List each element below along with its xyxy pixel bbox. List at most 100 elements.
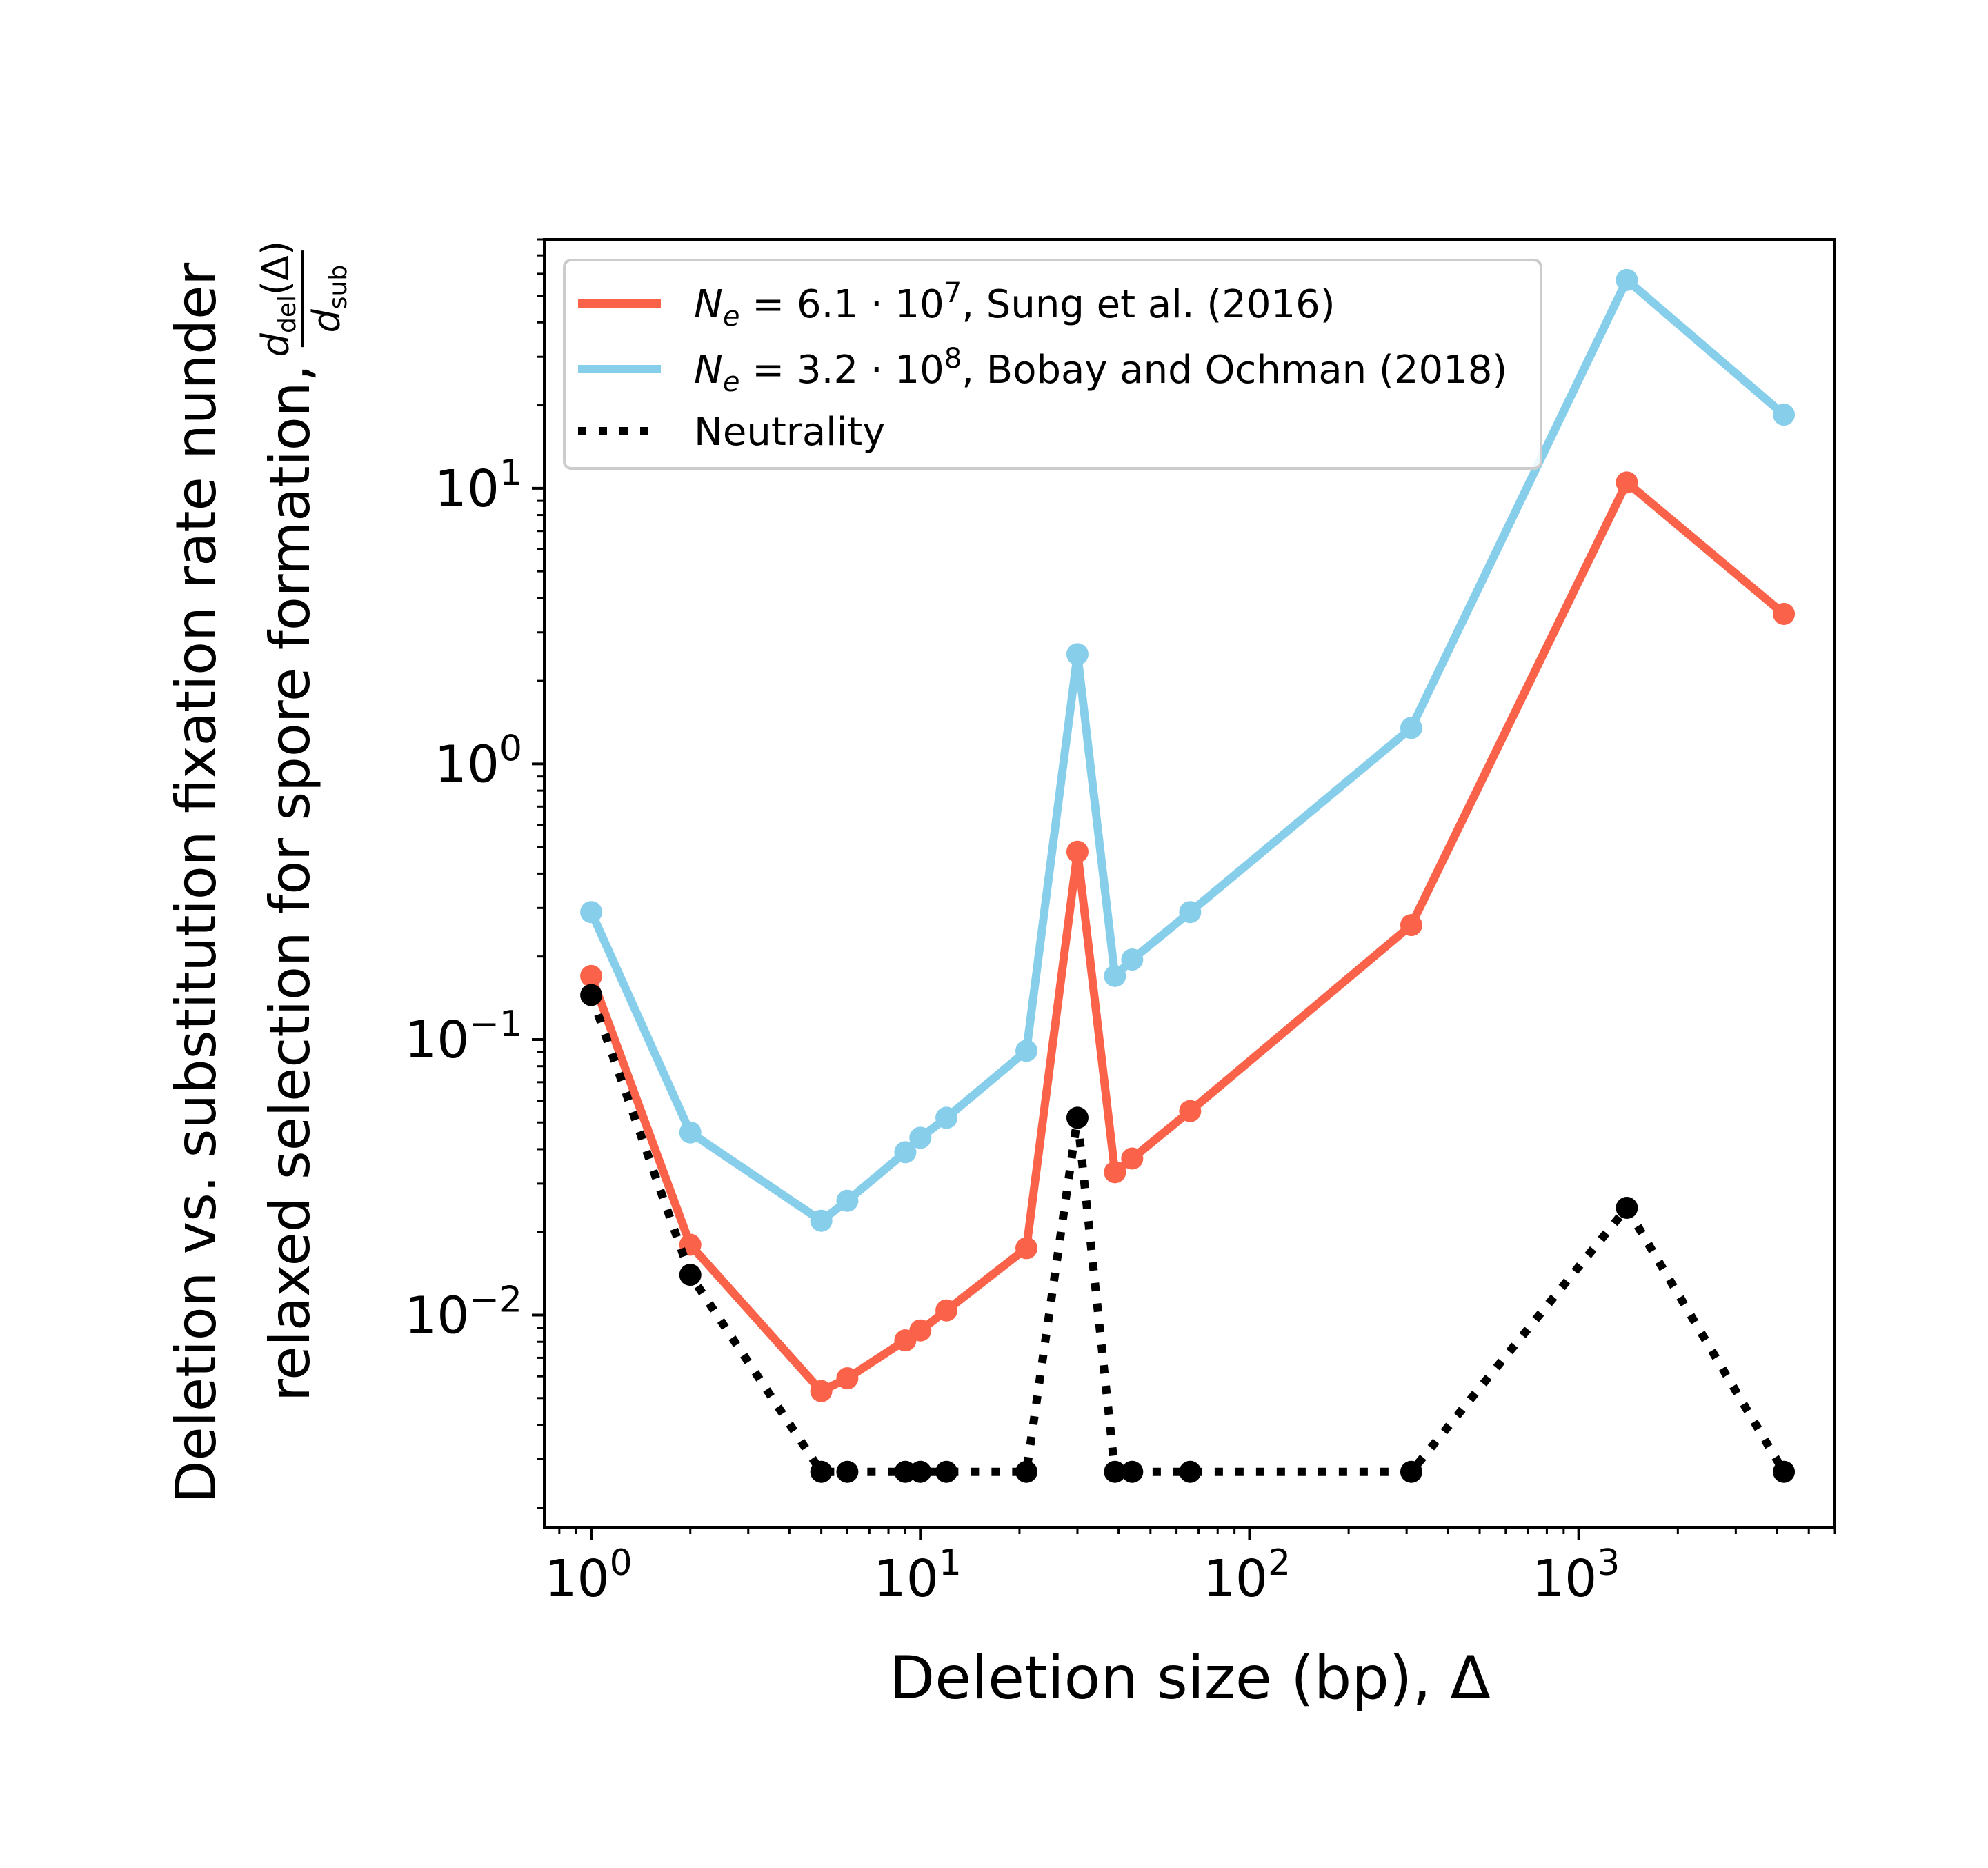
legend-label-mid: = 3.2 · 10 xyxy=(740,348,944,393)
data-point xyxy=(1015,1460,1038,1483)
data-point xyxy=(580,984,603,1006)
data-point xyxy=(909,1126,932,1149)
y-tick-label: 100 xyxy=(435,728,522,794)
y-tick-label-base: 10 xyxy=(404,1011,469,1070)
data-point xyxy=(1015,1040,1038,1062)
y-axis-label-fraction-numerator: ddel(Δ) xyxy=(254,241,301,357)
y-tick-label-exp: 1 xyxy=(499,453,522,494)
data-point xyxy=(1616,1197,1638,1220)
x-tick-label-base: 10 xyxy=(544,1549,609,1609)
series-3 xyxy=(580,984,1796,1483)
data-point xyxy=(935,1460,958,1483)
frac-num-d: d xyxy=(254,332,297,357)
x-axis-label: Deletion size (bp), Δ xyxy=(889,1644,1491,1713)
legend-label-1: Ne = 6.1 · 107, Sung et al. (2016) xyxy=(694,277,1335,332)
y-axis-label-line1: Deletion vs. substitution fixation rate … xyxy=(164,263,228,1503)
x-tick-label: 100 xyxy=(544,1542,632,1609)
data-point xyxy=(1121,1147,1144,1170)
x-tick-label: 102 xyxy=(1203,1542,1291,1609)
data-point xyxy=(1066,1106,1089,1129)
legend-label-2: Ne = 3.2 · 108, Bobay and Ochman (2018) xyxy=(694,343,1507,398)
plot-frame xyxy=(543,238,1836,1529)
data-point xyxy=(810,1460,833,1483)
x-tick-label-exp: 3 xyxy=(1597,1542,1620,1584)
y-tick-label-base: 10 xyxy=(435,735,499,794)
data-point xyxy=(1179,1100,1202,1122)
legend-label-sub: e xyxy=(723,301,740,332)
data-point xyxy=(1773,603,1796,626)
series-2 xyxy=(580,268,1796,1232)
frac-den-sub: sub xyxy=(324,265,352,309)
y-tick-label-exp: 0 xyxy=(499,728,522,769)
data-point xyxy=(1104,1161,1126,1184)
frac-num-arg: (Δ) xyxy=(254,241,297,295)
data-point xyxy=(1616,471,1638,494)
data-point xyxy=(1104,964,1126,987)
data-point xyxy=(810,1209,833,1232)
data-point xyxy=(1400,1460,1422,1483)
data-point xyxy=(1616,268,1638,291)
legend-label-sup: 8 xyxy=(944,343,962,375)
series-layer xyxy=(580,268,1796,1483)
data-point xyxy=(1066,840,1089,863)
y-tick-label-base: 10 xyxy=(404,1286,469,1346)
x-tick-label: 101 xyxy=(874,1542,962,1609)
y-axis-label-fraction-denominator: dsub xyxy=(305,265,352,333)
data-point xyxy=(1066,643,1089,666)
x-tick-label-base: 10 xyxy=(1203,1549,1268,1609)
data-point xyxy=(935,1299,958,1322)
legend-label-mid: = 6.1 · 10 xyxy=(740,282,944,327)
y-axis-label-line2: relaxed selection for spore formation, xyxy=(258,364,322,1402)
y-axis-label-fraction: ddel(Δ) dsub xyxy=(254,241,352,357)
x-tick-label-exp: 2 xyxy=(1268,1542,1291,1584)
y-tick-label-base: 10 xyxy=(435,459,499,519)
y-tick-label: 10−1 xyxy=(404,1004,522,1070)
y-tick-label-exp: −2 xyxy=(469,1280,522,1321)
y-tick-label: 101 xyxy=(435,453,522,519)
frac-den-d: d xyxy=(305,308,348,332)
legend-label-3: Neutrality xyxy=(694,410,885,455)
legend-label-sup: 7 xyxy=(944,277,962,309)
y-tick-label-exp: −1 xyxy=(469,1004,522,1045)
legend-label-var: N xyxy=(694,282,723,327)
data-point xyxy=(836,1460,859,1483)
y-axis-label: Deletion vs. substitution fixation rate … xyxy=(164,241,352,1503)
data-point xyxy=(836,1189,859,1212)
data-point xyxy=(1179,901,1202,924)
y-tick-label: 10−2 xyxy=(404,1280,522,1346)
legend: Ne = 6.1 · 107, Sung et al. (2016)Ne = 3… xyxy=(563,259,1542,470)
data-point xyxy=(810,1380,833,1402)
data-point xyxy=(1121,1460,1144,1483)
x-tick-label-base: 10 xyxy=(874,1549,939,1609)
data-point xyxy=(894,1141,917,1164)
data-point xyxy=(679,1121,702,1144)
legend-label-var: N xyxy=(694,348,723,393)
legend-box xyxy=(563,259,1542,470)
frac-num-sub: del xyxy=(273,295,301,333)
data-point xyxy=(679,1264,702,1286)
data-point xyxy=(1121,948,1144,971)
data-point xyxy=(1015,1237,1038,1260)
x-axis: 100 101 102 103 xyxy=(544,1527,1836,1609)
data-point xyxy=(1773,1460,1796,1483)
data-point xyxy=(1400,717,1422,739)
x-tick-label-exp: 0 xyxy=(610,1542,633,1584)
series-1 xyxy=(580,471,1796,1402)
data-point xyxy=(909,1460,932,1483)
data-point xyxy=(580,964,603,987)
data-point xyxy=(1400,914,1422,937)
legend-label-tail: , Bobay and Ochman (2018) xyxy=(962,348,1507,393)
data-point xyxy=(1179,1460,1202,1483)
data-point xyxy=(909,1319,932,1342)
data-point xyxy=(1104,1460,1126,1483)
legend-label-sub: e xyxy=(723,366,740,398)
data-point xyxy=(836,1367,859,1390)
x-tick-label: 103 xyxy=(1532,1542,1620,1609)
x-tick-label-exp: 1 xyxy=(939,1542,962,1584)
data-point xyxy=(580,901,603,924)
x-tick-label-base: 10 xyxy=(1532,1549,1597,1609)
data-point xyxy=(1773,404,1796,426)
legend-label-tail: , Sung et al. (2016) xyxy=(962,282,1335,327)
